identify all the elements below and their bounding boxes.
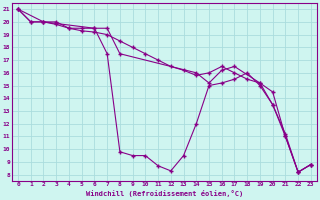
X-axis label: Windchill (Refroidissement éolien,°C): Windchill (Refroidissement éolien,°C) — [86, 190, 243, 197]
